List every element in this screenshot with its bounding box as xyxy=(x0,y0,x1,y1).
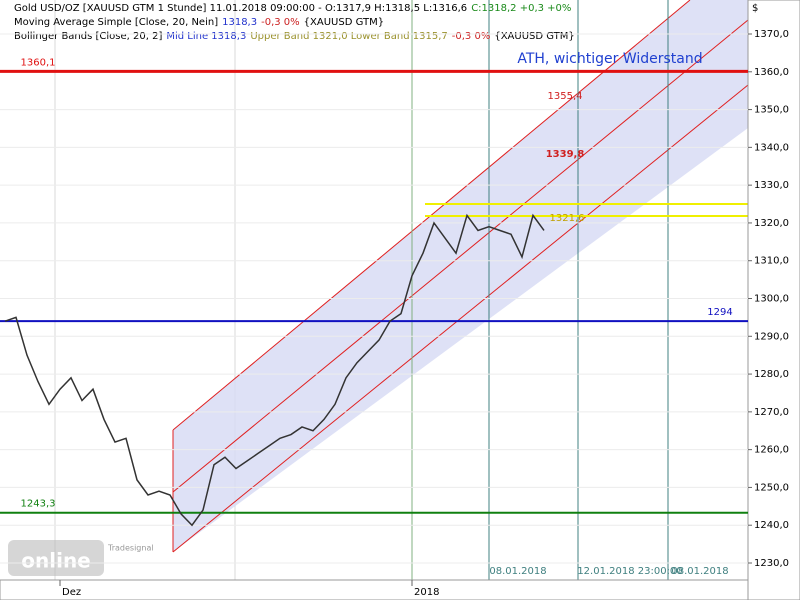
price-line xyxy=(4,213,545,527)
y-tick-label: 1260,0 xyxy=(754,445,789,456)
y-tick-label: 1250,0 xyxy=(754,482,789,493)
y-tick-label: 1350,0 xyxy=(754,105,789,116)
y-tick-label: 1360,0 xyxy=(754,67,789,78)
header: Gold USD/OZ [XAUUSD GTM 1 Stunde] 11.01.… xyxy=(14,3,575,42)
logo-text: Tradesignal xyxy=(107,544,154,553)
date-label: 12.01.2018 23:00:00 xyxy=(577,566,682,577)
y-axis-panel xyxy=(747,0,800,601)
header-part: Upper Band 1321,0 Lower Band 1315,7 xyxy=(250,31,447,42)
header-part: Mid Line 1318,3 xyxy=(166,31,246,42)
date-label: 08.01.2018 xyxy=(671,566,728,577)
y-tick-label: 1340,0 xyxy=(754,142,789,153)
channel-mid xyxy=(172,19,749,493)
header-part: Gold USD/OZ [XAUUSD GTM 1 Stunde] 11.01.… xyxy=(14,3,467,14)
h-line-label: 1294 xyxy=(707,307,732,318)
y-tick-label: 1230,0 xyxy=(754,558,789,569)
header-line: Gold USD/OZ [XAUUSD GTM 1 Stunde] 11.01.… xyxy=(14,3,571,14)
header-part: -0,3 0% xyxy=(261,17,300,28)
header-part: 1318,3 xyxy=(222,17,257,28)
y-tick-label: 1370,0 xyxy=(754,29,789,40)
header-part: C:1318,2 +0,3 +0% xyxy=(471,3,571,14)
y-tick-label: 1270,0 xyxy=(754,407,789,418)
annotation: 1321,6 xyxy=(550,213,585,224)
x-tick-label: Dez xyxy=(62,587,81,598)
y-tick-label: 1280,0 xyxy=(754,369,789,380)
header-part: {XAUUSD GTM} xyxy=(304,17,384,28)
y-tick-label: 1300,0 xyxy=(754,294,789,305)
h-line-label: 1243,3 xyxy=(21,499,56,510)
date-label: 08.01.2018 xyxy=(489,566,546,577)
y-axis-label: $ xyxy=(752,3,758,14)
x-axis-panel xyxy=(0,579,749,601)
y-tick-label: 1330,0 xyxy=(754,180,789,191)
h-line-label: 1360,1 xyxy=(21,57,56,68)
header-line: Bollinger Bands [Close, 20, 2] Mid Line 1… xyxy=(14,31,575,42)
logo-text: online xyxy=(21,549,91,573)
header-line: Moving Average Simple [Close, 20, Nein] 1… xyxy=(14,17,384,28)
annotation: ATH, wichtiger Widerstand xyxy=(517,51,702,67)
header-part: {XAUUSD GTM} xyxy=(494,31,574,42)
header-part: -0,3 0% xyxy=(452,31,491,42)
y-tick-label: 1290,0 xyxy=(754,331,789,342)
annotation: 1355,4 xyxy=(548,91,583,102)
logo-box xyxy=(8,540,104,576)
header-part: Moving Average Simple [Close, 20, Nein] xyxy=(14,17,218,28)
x-tick-label: 2018 xyxy=(414,587,439,598)
annotation: 1339,8 xyxy=(546,149,585,160)
y-tick-label: 1320,0 xyxy=(754,218,789,229)
y-tick-label: 1310,0 xyxy=(754,256,789,267)
header-part: Bollinger Bands [Close, 20, 2] xyxy=(14,31,162,42)
y-tick-label: 1240,0 xyxy=(754,520,789,531)
channel-lower xyxy=(172,84,749,553)
